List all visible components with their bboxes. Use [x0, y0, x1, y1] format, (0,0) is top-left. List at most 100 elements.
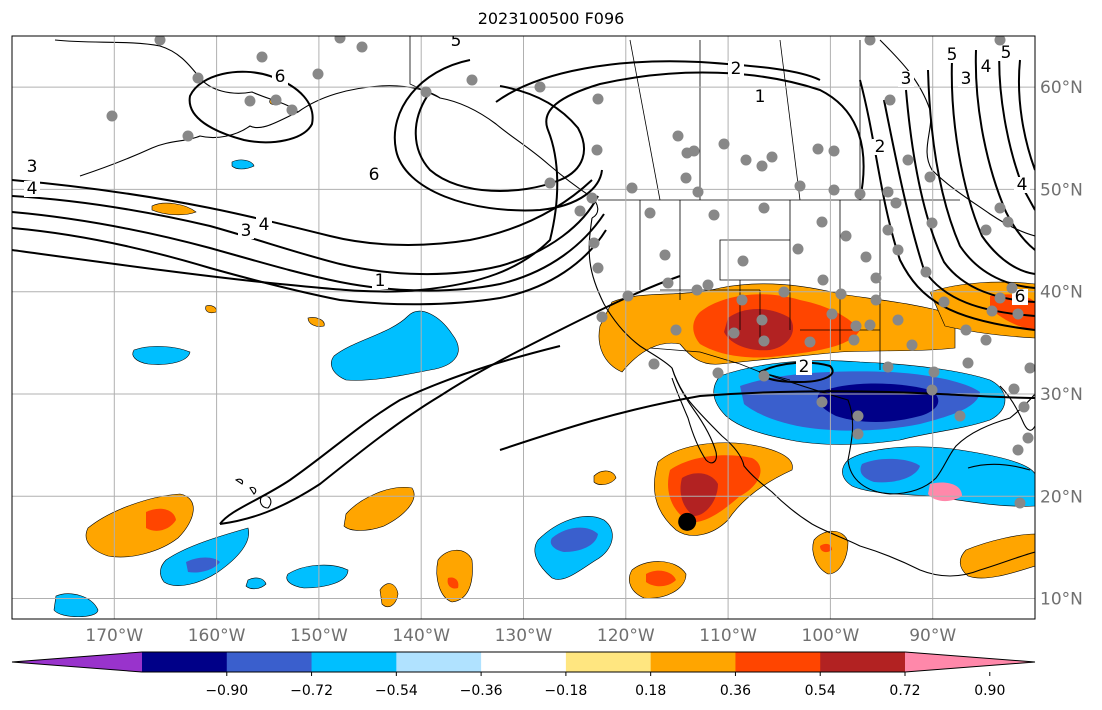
- contour-1-subtropical: [219, 275, 681, 525]
- station-dot: [882, 186, 894, 198]
- colorbar-tick-label: −0.72: [290, 683, 333, 699]
- boundary-us-mexico: [649, 347, 791, 381]
- contour-label-bg: [998, 45, 1014, 61]
- station-dot: [994, 36, 1006, 46]
- contour-label-bg: [1014, 177, 1030, 193]
- station-dot: [270, 94, 282, 106]
- station-dot: [906, 339, 918, 351]
- station-dot: [828, 145, 840, 157]
- contour-5-pacific: [393, 59, 603, 212]
- anomaly-negative-pacific-8: [231, 159, 255, 170]
- station-dot: [588, 237, 600, 249]
- station-dot: [758, 335, 770, 347]
- station-dot: [860, 251, 872, 263]
- contour-label-bg: [372, 273, 388, 289]
- contour-label: 4: [981, 57, 992, 77]
- contour-label: 1: [755, 87, 766, 107]
- contour-label-bg: [752, 89, 768, 105]
- contour-label-bg: [944, 47, 960, 63]
- boundary-canada-provinces: [629, 39, 861, 201]
- lat-label: 20°N: [1040, 487, 1083, 507]
- station-dot: [826, 308, 838, 320]
- station-dot: [712, 367, 724, 379]
- station-dot: [840, 230, 852, 242]
- lat-label: 40°N: [1040, 283, 1083, 303]
- station-dot: [994, 202, 1006, 214]
- station-dot: [256, 51, 268, 63]
- colorbar-tick-label: 0.90: [974, 683, 1005, 699]
- contour-label-bg: [898, 71, 914, 87]
- anomaly-negative-pacific-2: [132, 346, 191, 365]
- station-dot: [890, 197, 902, 209]
- anomaly-positive-southwest-us-peak: [724, 309, 794, 351]
- station-dot: [154, 36, 166, 46]
- colorbar-tick-label: −0.90: [205, 683, 248, 699]
- colorbar-segment: [820, 652, 906, 672]
- station-dot: [692, 186, 704, 198]
- station-dot: [740, 154, 752, 166]
- station-dot: [850, 320, 862, 332]
- colorbar-outline: [11, 651, 1036, 673]
- latitude-labels: 60°N 50°N 40°N 30°N 20°N 10°N: [1040, 78, 1083, 609]
- colorbar-segment: [565, 652, 652, 672]
- contour-1-tropical: [219, 345, 561, 525]
- contour-1-main: [12, 71, 865, 293]
- station-dot: [812, 143, 824, 155]
- colorbar-segment: [735, 652, 821, 672]
- contour-east-1: [859, 79, 1035, 331]
- anomaly-positive-pacific-2: [343, 487, 415, 531]
- station-dot: [244, 95, 256, 107]
- coastline-baja: [671, 367, 717, 464]
- contour-east-4: [927, 69, 1035, 289]
- lon-label: 90°W: [909, 626, 956, 646]
- contour-6-alaska: [188, 70, 314, 144]
- contour-label: 3: [241, 221, 252, 241]
- station-dot: [756, 160, 768, 172]
- station-dot: [926, 217, 938, 229]
- contour-label: 4: [259, 215, 270, 235]
- station-dot: [884, 94, 896, 106]
- contour-1-pacific: [12, 227, 607, 306]
- station-dot: [792, 243, 804, 255]
- longitude-labels: 170°W 160°W 150°W 140°W 130°W 120°W 110°W 100°W…: [85, 626, 956, 646]
- anomaly-positive-pacific-4-core: [646, 570, 676, 587]
- station-dot: [1024, 362, 1035, 374]
- lon-label: 120°W: [597, 626, 655, 646]
- lon-label: 100°W: [802, 626, 860, 646]
- contour-label: 1: [375, 271, 386, 291]
- anomaly-negative-pacific-6: [245, 577, 267, 590]
- station-dot: [356, 41, 368, 53]
- anomaly-positive-pacific-3-core: [447, 577, 459, 589]
- station-dot: [794, 180, 806, 192]
- station-dot: [870, 294, 882, 306]
- coastline-cuba: [967, 463, 1031, 471]
- station-dot: [286, 104, 298, 116]
- contour-east-5: [950, 59, 1035, 275]
- station-dot: [882, 224, 894, 236]
- station-dot: [892, 244, 904, 256]
- station-dot: [882, 361, 894, 373]
- contour-label: 3: [27, 157, 38, 177]
- contour-label-bg: [958, 71, 974, 87]
- coastline-gulf: [759, 371, 1035, 495]
- station-dot: [816, 396, 828, 408]
- station-dot: [312, 68, 324, 80]
- station-dot: [534, 81, 546, 93]
- colorbar-segment: [142, 652, 228, 672]
- anomaly-positive-pacific-3: [436, 549, 473, 603]
- station-dot: [1014, 497, 1026, 509]
- colorbar-tick-label: −0.18: [544, 683, 587, 699]
- colorbar-tick-label: 0.54: [805, 683, 836, 699]
- coastline-hudson: [879, 39, 1035, 237]
- colorbar-segment: [481, 652, 567, 672]
- station-dot: [1002, 216, 1014, 228]
- colorbar-segment: [311, 652, 397, 672]
- station-dot: [708, 209, 720, 221]
- contour-label: 6: [275, 67, 286, 87]
- station-dot: [592, 262, 604, 274]
- anomaly-positive-pacific-7-core: [820, 543, 832, 553]
- station-dot: [1012, 444, 1024, 456]
- station-dot: [644, 207, 656, 219]
- station-dot: [1006, 282, 1018, 294]
- anomaly-positive-central-america: [959, 533, 1035, 579]
